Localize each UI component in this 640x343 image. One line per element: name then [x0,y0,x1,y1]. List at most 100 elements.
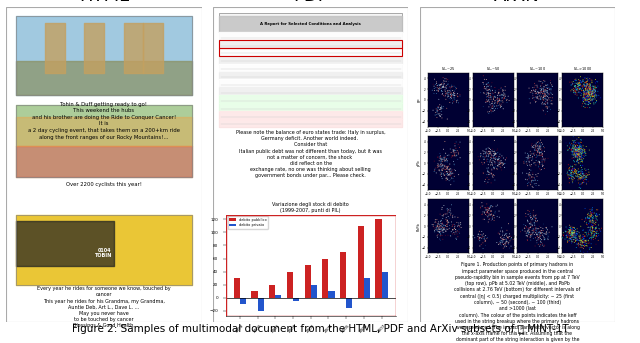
Point [441,151,451,157]
Point [483,169,493,175]
Point [536,89,547,95]
Point [568,230,579,235]
Point [579,243,589,249]
Point [476,154,486,159]
Point [448,92,458,98]
Point [566,176,576,181]
Point [576,143,586,149]
Point [593,231,604,236]
Point [572,146,582,152]
Point [527,141,537,146]
Point [437,89,447,94]
Point [481,150,491,155]
Point [447,175,457,181]
Point [436,156,447,162]
Point [590,220,600,225]
Point [584,231,594,236]
Point [534,153,544,158]
Point [575,155,586,161]
Bar [376,219,381,298]
Point [484,91,495,96]
Point [564,236,574,241]
Point [433,86,444,92]
Point [588,91,598,96]
Point [522,170,532,176]
Point [441,159,451,165]
Point [582,249,593,255]
Point [588,88,598,93]
Point [567,231,577,236]
Point [534,151,545,156]
Point [572,147,582,153]
Point [584,85,594,91]
Point [570,234,580,240]
Point [564,165,575,170]
Point [547,84,557,89]
Point [586,217,596,222]
Point [521,233,531,239]
Point [584,87,595,92]
Point [478,246,488,251]
Point [429,91,439,96]
Point [440,172,450,178]
Point [476,205,486,211]
Point [429,222,439,227]
Point [584,91,594,96]
Point [576,155,586,161]
Point [482,86,492,92]
Point [479,209,490,215]
Point [437,228,447,234]
Point [451,86,461,91]
Point [575,82,585,87]
Point [591,220,601,225]
Point [492,166,502,171]
Point [484,172,495,177]
Point [452,148,462,153]
Point [588,89,598,95]
Point [570,230,580,236]
Point [563,235,573,240]
Point [580,88,591,93]
Point [539,97,549,103]
Point [525,175,536,181]
Point [483,205,493,210]
Point [592,217,602,223]
Point [536,153,546,158]
Point [575,152,585,157]
Point [543,85,553,90]
Point [570,226,580,231]
Point [577,154,587,159]
Point [525,180,535,186]
Point [439,153,449,159]
Point [585,219,595,225]
Point [483,80,493,85]
Point [527,217,537,223]
Point [490,103,500,109]
Point [567,87,577,92]
Point [583,91,593,96]
Point [569,232,579,237]
Point [438,229,449,235]
Point [539,145,549,151]
Point [525,162,535,168]
Point [580,176,590,182]
Point [578,85,588,90]
Point [432,225,442,231]
Point [585,86,595,92]
Point [573,159,583,165]
Point [441,79,451,84]
Point [436,109,446,114]
Point [485,147,495,152]
Bar [346,298,353,308]
Point [583,93,593,98]
Point [483,97,493,103]
Point [538,91,548,96]
Point [442,158,452,163]
Point [534,226,544,232]
Point [579,146,589,151]
Point [534,230,544,236]
Point [571,140,581,146]
Point [562,233,572,238]
Point [535,96,545,102]
Point [573,150,584,156]
